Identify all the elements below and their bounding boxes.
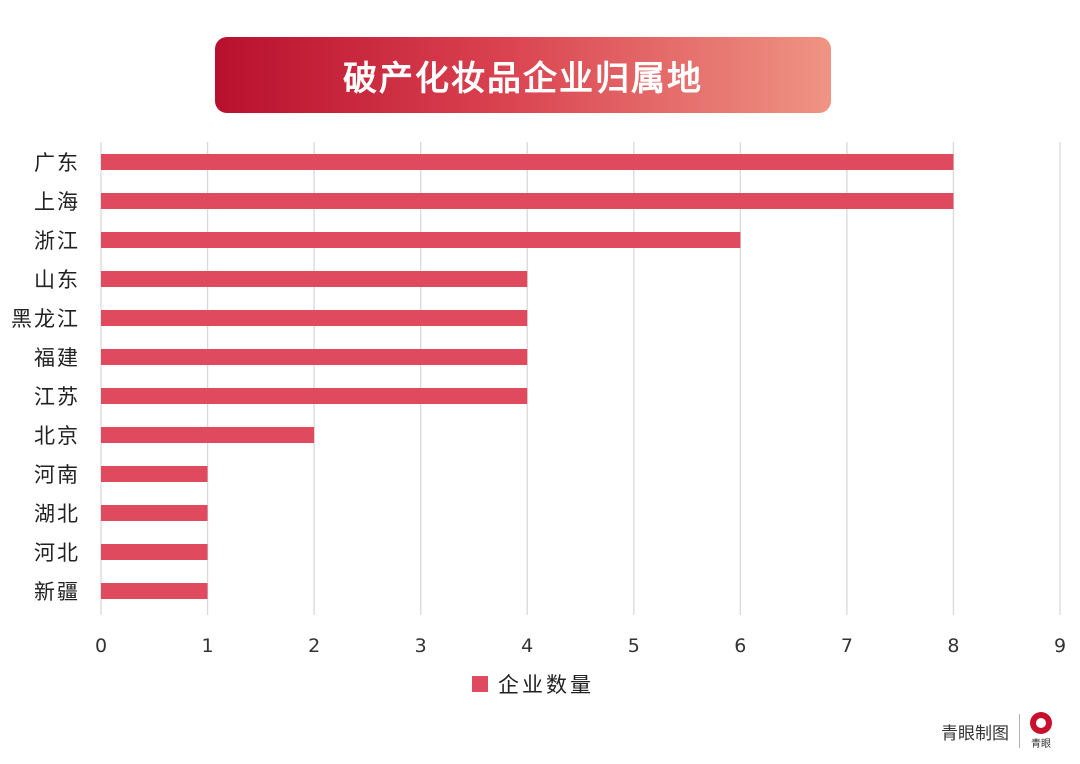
x-tick-label: 0 <box>95 635 107 657</box>
chart-title: 破产化妆品企业归属地 <box>343 58 703 99</box>
category-label: 黑龙江 <box>11 307 80 331</box>
bar <box>101 544 208 560</box>
legend-swatch <box>472 676 488 692</box>
category-label: 湖北 <box>34 502 80 526</box>
x-tick-label: 6 <box>734 635 746 657</box>
x-tick-label: 8 <box>947 635 959 657</box>
logo-text: 青眼 <box>1031 739 1051 750</box>
footer-logo: 青眼 <box>1030 712 1052 750</box>
x-tick-label: 2 <box>308 635 320 657</box>
category-label: 上海 <box>34 190 80 214</box>
x-tick-label: 3 <box>415 635 427 657</box>
category-label: 浙江 <box>34 229 80 253</box>
category-label: 福建 <box>34 346 80 370</box>
legend-label: 企业数量 <box>498 673 594 697</box>
x-tick-label: 7 <box>841 635 853 657</box>
footer: 青眼制图 青眼 <box>941 712 1052 750</box>
category-label: 广东 <box>34 151 80 175</box>
x-tick-label: 4 <box>521 635 533 657</box>
title-banner: 破产化妆品企业归属地 <box>215 37 831 113</box>
bar <box>101 193 954 209</box>
bar <box>101 271 528 287</box>
category-label: 新疆 <box>34 580 80 604</box>
bar <box>101 466 208 482</box>
category-label: 河北 <box>34 541 80 565</box>
category-label: 江苏 <box>34 385 80 409</box>
x-tick-label: 5 <box>628 635 640 657</box>
bar <box>101 349 528 365</box>
bar <box>101 583 208 599</box>
footer-divider <box>1019 714 1020 748</box>
category-label: 河南 <box>34 463 80 487</box>
category-label: 山东 <box>34 268 80 292</box>
bar <box>101 232 741 248</box>
x-tick-label: 9 <box>1054 635 1066 657</box>
bar <box>101 310 528 326</box>
bar <box>101 505 208 521</box>
eye-logo-icon <box>1030 712 1052 734</box>
bar <box>101 427 315 443</box>
bar <box>101 154 954 170</box>
credit-text: 青眼制图 <box>941 723 1009 744</box>
x-tick-label: 1 <box>202 635 214 657</box>
category-label: 北京 <box>34 424 80 448</box>
bar <box>101 388 528 404</box>
